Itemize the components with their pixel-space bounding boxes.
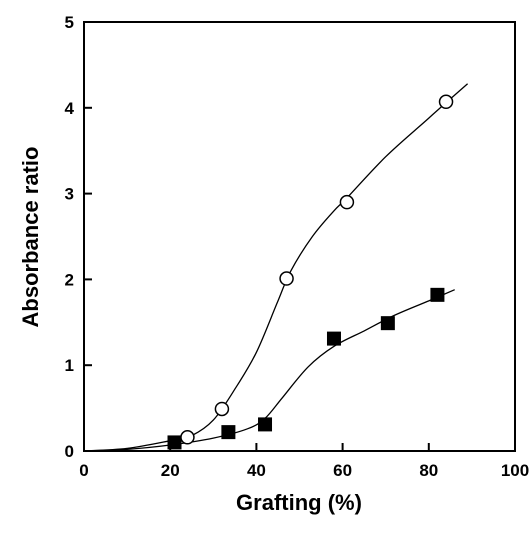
y-axis-title: Absorbance ratio xyxy=(18,147,43,328)
square-data-point xyxy=(258,417,273,432)
y-tick-label: 1 xyxy=(65,356,74,375)
plot-frame xyxy=(83,21,516,452)
y-tick-label: 5 xyxy=(65,13,74,32)
square-data-point xyxy=(167,435,182,450)
y-axis-title-group: Absorbance ratio xyxy=(18,147,43,328)
x-tick-label: 60 xyxy=(333,461,352,480)
y-tick-label: 0 xyxy=(65,442,74,461)
square-data-point xyxy=(430,287,445,302)
circle-data-point xyxy=(339,194,355,210)
axes: 0 20 40 60 80 100 0 1 2 3 4 5 xyxy=(65,13,530,480)
circle-data-point xyxy=(214,401,230,417)
circle-data-point xyxy=(180,430,195,445)
x-tick-label: 20 xyxy=(161,461,180,480)
x-axis-title: Grafting (%) xyxy=(236,490,362,515)
square-data-point xyxy=(221,425,236,440)
fit-curves xyxy=(83,83,469,452)
square-data-point xyxy=(326,331,341,346)
y-tick-label: 2 xyxy=(65,270,74,289)
x-tick-label: 100 xyxy=(501,461,529,480)
y-tick-label: 3 xyxy=(65,185,74,204)
square-data-point xyxy=(380,316,395,331)
x-tick-label: 40 xyxy=(247,461,266,480)
circle-data-point xyxy=(438,94,454,110)
x-tick-label: 0 xyxy=(79,461,88,480)
fit-curve-1 xyxy=(83,83,469,452)
data-markers xyxy=(167,94,454,450)
y-tick-label: 4 xyxy=(65,99,75,118)
x-tick-label: 80 xyxy=(419,461,438,480)
circle-data-point xyxy=(279,271,294,286)
